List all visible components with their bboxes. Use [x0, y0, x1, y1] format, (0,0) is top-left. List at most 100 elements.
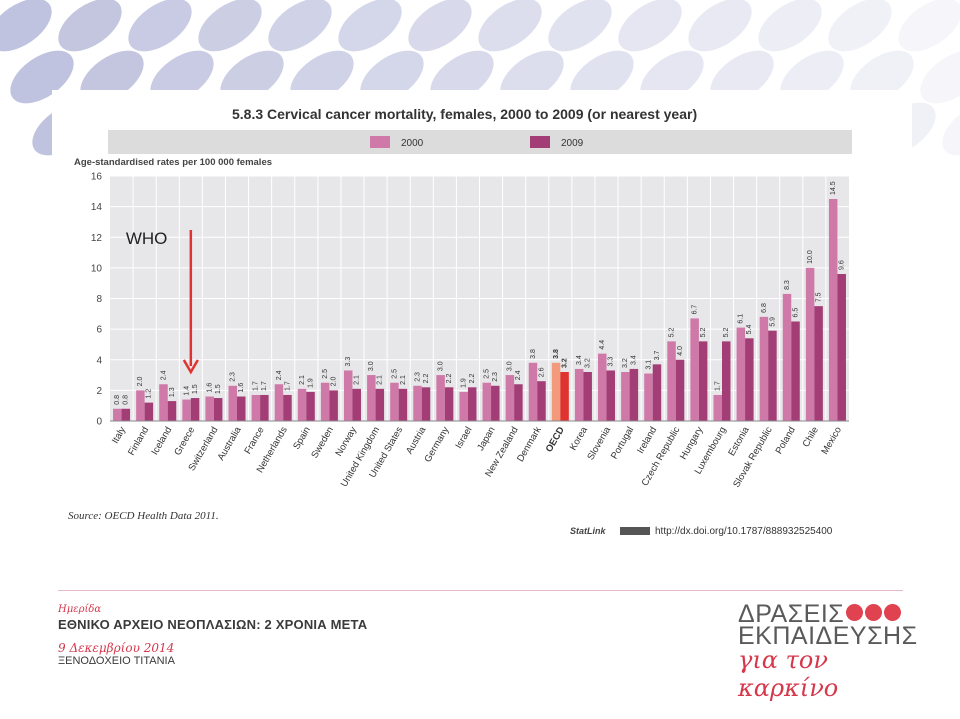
- x-tick-label: Austria: [404, 424, 429, 456]
- bar: [375, 388, 385, 421]
- y-tick-label: 10: [91, 263, 103, 274]
- data-label: 4.0: [677, 346, 684, 356]
- bar: [320, 382, 330, 421]
- y-tick-label: 16: [91, 172, 103, 183]
- x-tick-label: Greece: [172, 425, 197, 457]
- data-label: 2.1: [400, 375, 407, 385]
- data-label: 1.7: [284, 381, 291, 391]
- footer-divider: [58, 590, 903, 591]
- bar: [713, 394, 722, 421]
- data-label: 3.0: [437, 361, 444, 371]
- data-label: 5.2: [700, 328, 707, 338]
- bar: [421, 387, 431, 421]
- background-ellipse: [338, 0, 402, 52]
- logo-line-2: ΕΚΠΑΙΔΕΥΣΗΣ: [738, 622, 918, 650]
- bar: [343, 370, 353, 421]
- data-label: 2.1: [377, 375, 384, 385]
- data-label: 10.0: [807, 250, 814, 264]
- data-label: 2.4: [160, 370, 167, 380]
- bar: [436, 375, 445, 421]
- data-label: 1.6: [207, 383, 214, 393]
- bar: [652, 364, 662, 421]
- x-tick-label: Poland: [774, 425, 798, 456]
- bar: [598, 353, 607, 421]
- bar: [837, 274, 846, 421]
- data-label: 2.1: [354, 375, 361, 385]
- data-label: 1.7: [261, 381, 268, 391]
- data-label: 1.7: [253, 381, 260, 391]
- background-ellipse: [128, 0, 192, 52]
- bar: [228, 385, 238, 421]
- data-label: 1.9: [307, 378, 314, 388]
- data-label: 1.5: [192, 384, 199, 394]
- bar: [482, 382, 492, 421]
- statlink-url: http://dx.doi.org/10.1787/888932525400: [655, 526, 833, 537]
- bar: [551, 362, 561, 421]
- data-label: 3.0: [368, 361, 375, 371]
- background-ellipse: [58, 0, 122, 52]
- event-title: ΕΘΝΙΚΟ ΑΡΧΕΙΟ ΝΕΟΠΛΑΣΙΩΝ: 2 ΧΡΟΝΙΑ ΜΕΤΑ: [58, 617, 368, 632]
- x-tick-label: Australia: [216, 424, 244, 462]
- background-ellipse: [478, 0, 542, 52]
- statlink-label: StatLink: [570, 526, 606, 536]
- bar: [667, 341, 676, 421]
- data-label: 3.2: [561, 358, 568, 368]
- data-label: 1.7: [715, 381, 722, 391]
- background-ellipse: [408, 0, 472, 52]
- data-label: 2.3: [414, 372, 421, 382]
- bar: [167, 401, 177, 421]
- data-label: 3.4: [631, 355, 638, 365]
- event-prefix: Ημερίδα: [58, 604, 102, 615]
- bar: [144, 402, 154, 421]
- data-label: 5.2: [668, 328, 675, 338]
- bar: [260, 394, 269, 421]
- background-ellipse: [268, 0, 332, 52]
- logo-line-3: για τον καρκίνο: [738, 646, 839, 702]
- bar: [828, 198, 838, 421]
- data-label: 2.4: [276, 370, 283, 380]
- x-tick-label: France: [242, 425, 266, 456]
- background-ellipse: [198, 0, 262, 52]
- bar: [537, 381, 546, 421]
- bar: [467, 387, 477, 421]
- background-ellipse: [618, 0, 682, 52]
- data-label: 2.3: [492, 372, 499, 382]
- bar: [444, 387, 454, 421]
- x-tick-label: Sweden: [309, 425, 336, 460]
- logo-dots: [846, 604, 906, 622]
- bar: [505, 375, 515, 421]
- bar: [306, 391, 315, 421]
- x-tick-label: Ireland: [635, 425, 659, 456]
- bar: [297, 388, 307, 421]
- data-label: 3.2: [622, 358, 629, 368]
- data-label: 9.6: [839, 260, 846, 270]
- statlink-icon: [620, 527, 650, 535]
- data-label: 0.8: [114, 395, 121, 405]
- data-label: 14.5: [830, 181, 837, 195]
- bar: [644, 373, 653, 421]
- data-label: 3.8: [553, 349, 560, 359]
- data-label: 0.8: [123, 395, 130, 405]
- data-label: 2.1: [299, 375, 306, 385]
- data-label: 3.3: [608, 357, 615, 367]
- background-ellipse: [0, 0, 52, 52]
- bar: [390, 382, 399, 421]
- x-tick-label: Japan: [475, 425, 497, 453]
- bar: [768, 330, 777, 421]
- bar: [528, 362, 538, 421]
- organization-logo: ΔΡΑΣΕΙΣ ΕΚΠΑΙΔΕΥΣΗΣ για τον καρκίνο: [738, 600, 918, 702]
- data-label: 1.6: [238, 383, 245, 393]
- data-label: 5.4: [746, 324, 753, 334]
- bar: [159, 384, 168, 421]
- y-tick-label: 8: [96, 294, 102, 305]
- bar: [690, 318, 699, 421]
- data-label: 6.1: [738, 314, 745, 324]
- bar: [759, 316, 769, 421]
- background-ellipse: [828, 0, 892, 52]
- bar: [629, 368, 639, 421]
- bar: [283, 394, 292, 421]
- data-label: 2.4: [515, 370, 522, 380]
- data-label: 3.8: [530, 349, 537, 359]
- legend-label: 2009: [561, 138, 584, 149]
- data-label: 1.3: [169, 387, 176, 397]
